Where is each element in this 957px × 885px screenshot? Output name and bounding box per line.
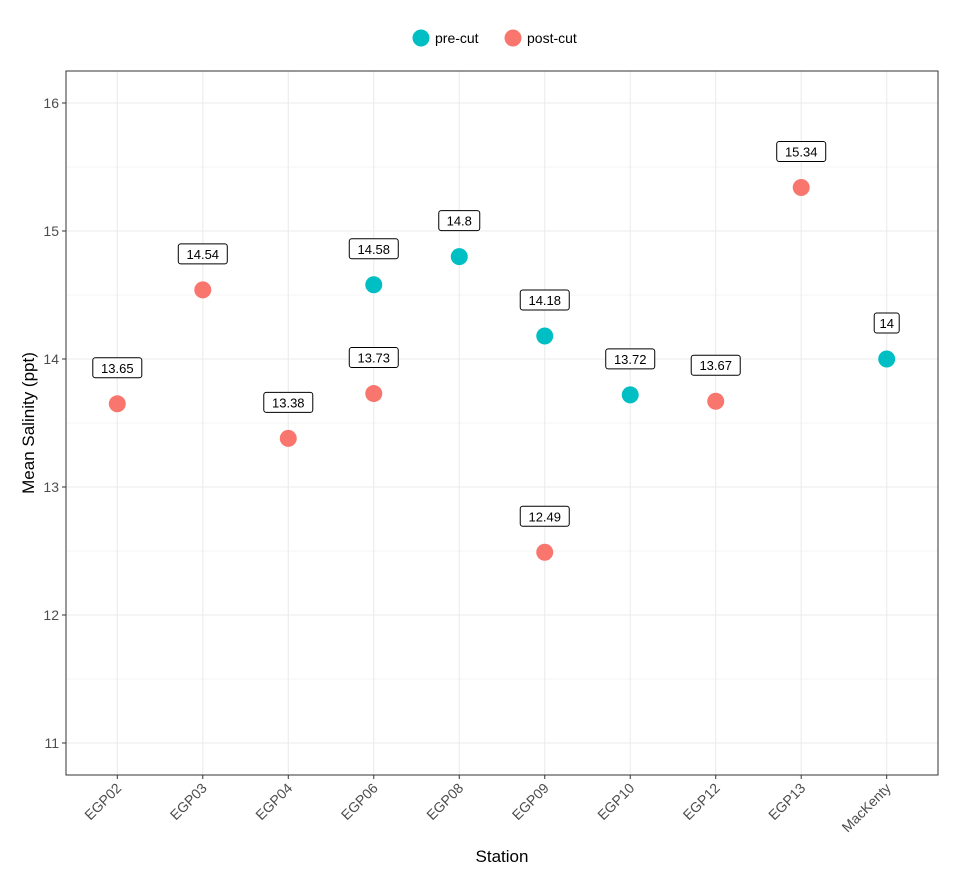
data-label-box [776,140,827,162]
data-label-text: 14.8 [447,214,472,229]
data-label-text: 13.73 [357,351,390,366]
legend-item: post-cut [504,29,577,47]
data-label-text: 15.34 [785,144,818,159]
legend-item: pre-cut [412,29,479,47]
data-label-box [263,391,314,413]
x-tick-label: EGP13 [765,780,808,823]
y-axis: 11 12 13 14 15 16 [43,95,66,751]
data-label-box [348,347,399,369]
data-point [194,281,212,299]
data-point [792,178,810,196]
data-label-box [605,348,656,370]
data-label-text: 14.58 [357,242,390,257]
data-point [621,386,639,404]
data-label-text: 13.72 [614,352,647,367]
data-point [878,350,896,368]
y-tick-label: 16 [43,95,59,111]
x-tick-label: EGP02 [81,780,124,823]
data-points [108,178,896,561]
data-label-box [348,238,399,260]
x-axis: EGP02 EGP03 EGP04 EGP06 EGP08 EGP09 EGP10 EGP12… [81,775,894,835]
data-label-box [438,210,481,232]
data-label-text: 13.38 [272,395,305,410]
data-point [279,429,297,447]
data-label: 14 [873,312,900,334]
legend-label: post-cut [527,30,577,46]
data-labels: 14.58 14.8 14.18 13.72 14 13.65 14.54 13.38 13.7… [92,140,900,527]
data-label-box [873,312,900,334]
panel-border [65,70,939,776]
grid [66,71,938,775]
x-tick-label: EGP10 [594,780,637,823]
data-label-text: 14.18 [528,293,561,308]
data-label-text: 14.54 [187,247,220,262]
y-tick-label: 12 [43,607,59,623]
data-label-text: 14 [879,316,893,331]
data-label: 13.73 [348,347,399,369]
data-point [450,248,468,266]
data-label: 14.18 [519,289,570,311]
x-tick-label: MacKenty [838,780,893,835]
data-label: 12.49 [519,505,570,527]
data-label-box [177,243,228,265]
legend: pre-cut post-cut [412,29,577,47]
data-label: 13.67 [690,354,741,376]
legend-key [504,29,522,47]
data-label-text: 13.67 [699,358,732,373]
y-tick-label: 13 [43,479,59,495]
data-label: 14.54 [177,243,228,265]
y-tick-label: 15 [43,223,59,239]
y-tick-label: 14 [43,351,59,367]
data-point [536,543,554,561]
legend-key [412,29,430,47]
data-point [536,327,554,345]
y-tick-label: 11 [44,735,59,751]
data-label: 14.8 [438,210,481,232]
x-tick-label: EGP03 [167,780,210,823]
data-label: 13.72 [605,348,656,370]
data-label-box [92,357,143,379]
data-label: 15.34 [776,140,827,162]
data-point [108,395,126,413]
data-label: 13.38 [263,391,314,413]
x-tick-label: EGP09 [509,780,552,823]
data-label-text: 12.49 [528,509,561,524]
y-axis-title: Mean Salinity (ppt) [19,352,38,494]
data-point [365,276,383,294]
x-tick-label: EGP08 [423,780,466,823]
data-label: 13.65 [92,357,143,379]
data-label-text: 13.65 [101,361,134,376]
data-point [707,392,725,410]
x-tick-label: EGP06 [338,780,381,823]
data-label-box [690,354,741,376]
x-tick-label: EGP04 [252,780,295,823]
x-axis-title: Station [476,847,529,866]
data-point [365,385,383,403]
data-label-box [519,289,570,311]
x-tick-label: EGP12 [680,780,723,823]
data-label: 14.58 [348,238,399,260]
legend-label: pre-cut [435,30,479,46]
data-label-box [519,505,570,527]
